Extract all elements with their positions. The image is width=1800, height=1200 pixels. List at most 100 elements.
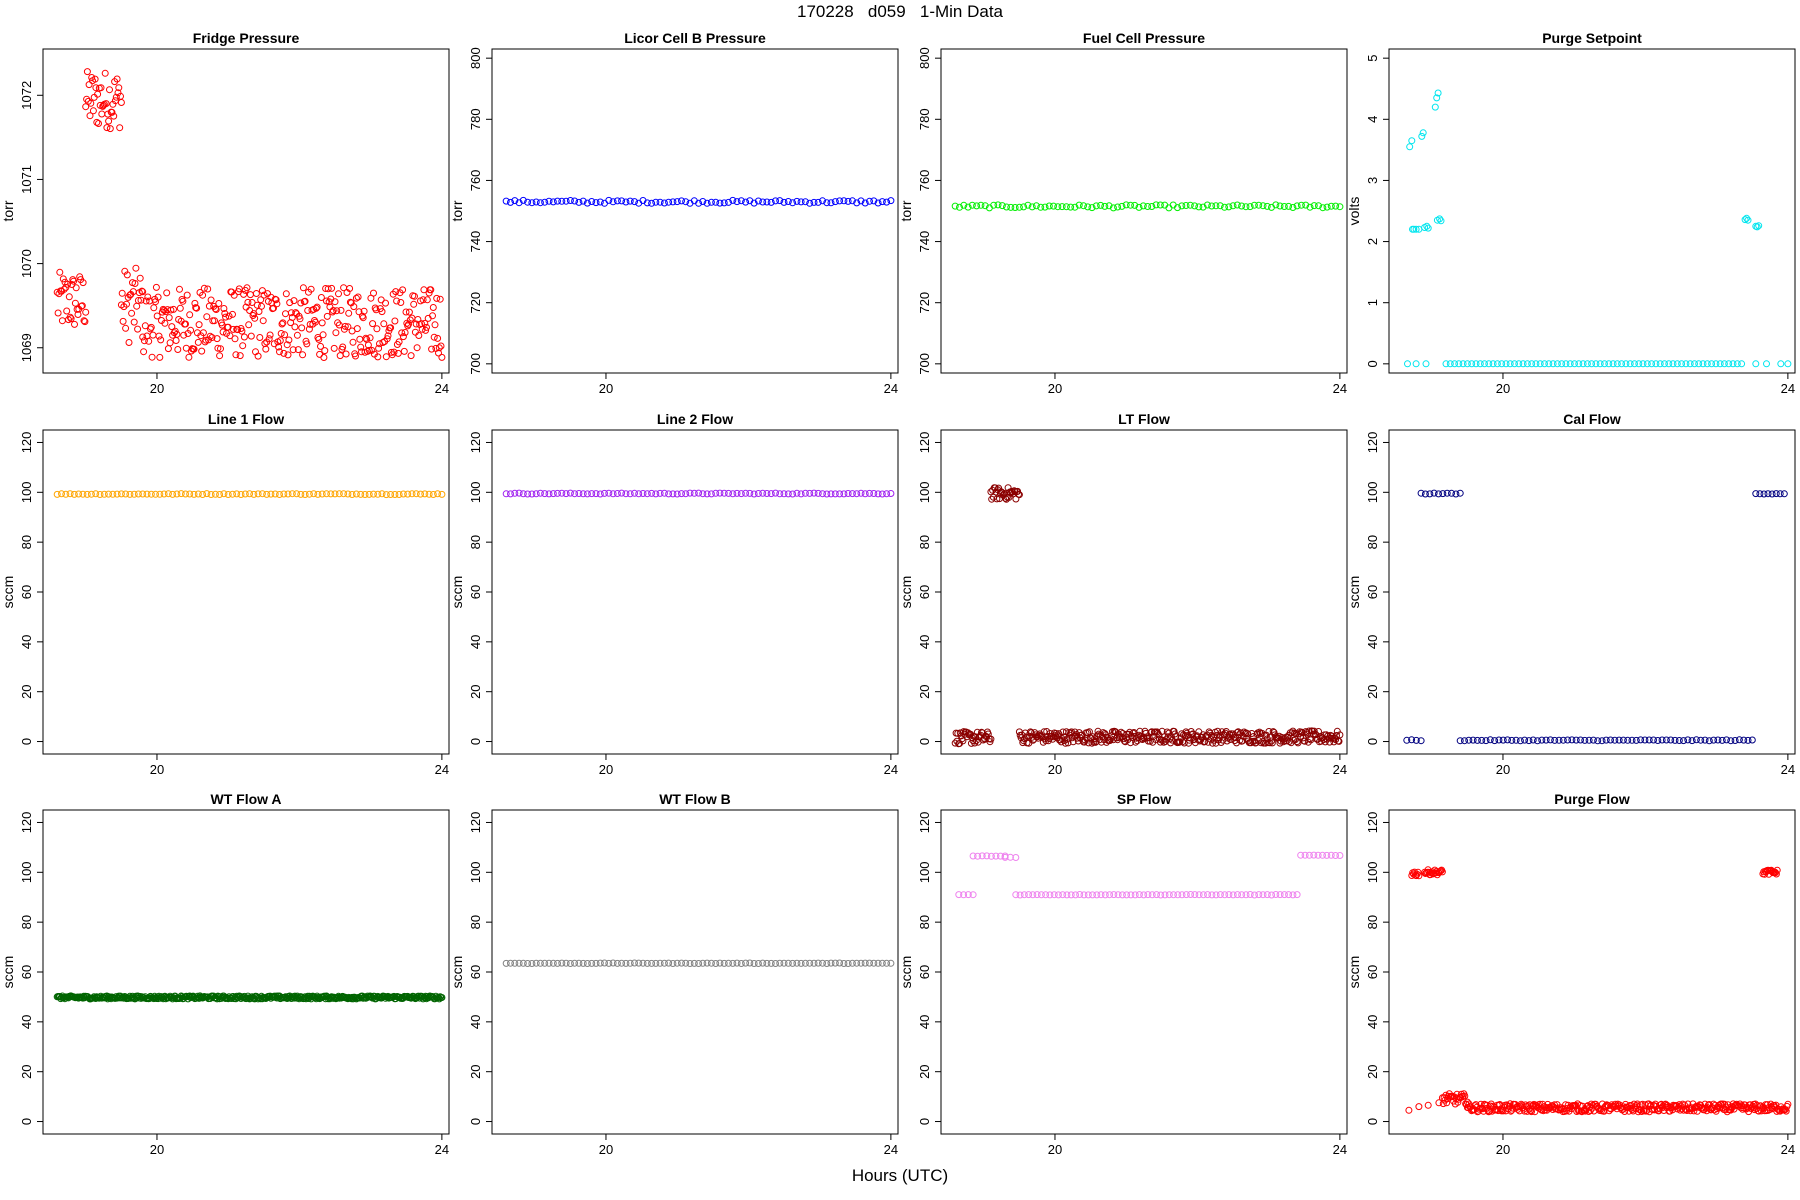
data-point: [605, 196, 613, 204]
panel-7: LT Flow sccm 20 24 0 20 40 60 80 100 120: [898, 411, 1348, 777]
data-point: [1741, 216, 1749, 224]
data-point: [626, 959, 634, 967]
y-tick-label: 700: [917, 353, 932, 375]
data-point: [1529, 736, 1537, 744]
plot-frame: [1388, 48, 1796, 374]
data-points: [1405, 866, 1792, 1116]
data-point: [241, 490, 249, 498]
y-axis-label: torr: [898, 200, 914, 221]
data-point: [1519, 360, 1527, 368]
y-tick-label: 1069: [19, 333, 34, 362]
data-point: [566, 197, 574, 204]
data-point: [1435, 1099, 1443, 1107]
data-point: [246, 490, 254, 498]
data-point: [134, 325, 142, 333]
data-point: [177, 490, 185, 498]
data-point: [118, 289, 126, 297]
data-point: [1588, 360, 1596, 368]
data-point: [1182, 891, 1190, 899]
data-point: [405, 320, 412, 328]
data-point: [695, 199, 703, 207]
data-point: [1619, 736, 1627, 744]
data-point: [959, 737, 967, 745]
data-point: [844, 490, 852, 497]
data-point: [1255, 891, 1263, 899]
data-point: [74, 311, 82, 318]
data-point: [1029, 891, 1037, 899]
data-point: [1424, 224, 1432, 232]
data-point: [168, 323, 176, 331]
data-point: [419, 296, 427, 304]
data-point: [301, 491, 309, 498]
data-point: [1136, 727, 1144, 735]
data-point: [1782, 1107, 1790, 1115]
data-point: [772, 489, 779, 497]
data-point: [699, 198, 707, 205]
data-point: [660, 959, 668, 967]
data-point: [375, 344, 383, 352]
data-point: [267, 490, 275, 498]
data-point: [212, 306, 220, 313]
data-point: [203, 313, 211, 321]
data-point: [1020, 891, 1028, 899]
data-point: [244, 298, 252, 306]
data-point: [339, 343, 347, 351]
data-point: [280, 490, 288, 498]
data-point: [357, 490, 365, 498]
data-point: [254, 352, 262, 360]
y-tick-label: 5: [1365, 55, 1380, 62]
data-point: [75, 490, 83, 498]
data-point: [1542, 736, 1550, 744]
data-point: [391, 317, 399, 325]
data-point: [1212, 891, 1220, 899]
data-point: [870, 959, 878, 967]
data-point: [1493, 360, 1501, 368]
data-point: [337, 306, 345, 314]
data-point: [1314, 851, 1322, 859]
data-point: [669, 960, 677, 967]
data-point: [1684, 1100, 1692, 1108]
data-point: [143, 490, 151, 498]
data-point: [87, 99, 95, 107]
data-point: [207, 296, 215, 304]
data-point: [737, 490, 745, 498]
data-point: [1097, 201, 1105, 209]
data-point: [622, 490, 630, 498]
data-point: [1645, 736, 1653, 744]
panel-title: WT Flow A: [210, 791, 281, 807]
y-tick-label: 100: [468, 861, 483, 883]
data-point: [1011, 204, 1019, 211]
data-point: [134, 297, 142, 304]
data-point: [1174, 204, 1181, 212]
data-point: [1729, 360, 1737, 368]
data-point: [1463, 360, 1471, 368]
data-point: [1285, 202, 1293, 210]
data-point: [1760, 490, 1768, 498]
data-point: [240, 333, 248, 341]
data-point: [1705, 737, 1713, 745]
data-point: [716, 199, 724, 207]
data-point: [1216, 891, 1224, 899]
data-point: [878, 490, 886, 498]
data-point: [294, 346, 302, 354]
data-point: [1408, 137, 1416, 145]
data-point: [981, 202, 989, 210]
data-point: [810, 198, 818, 206]
data-point: [437, 342, 445, 350]
y-tick-label: 0: [1365, 1118, 1380, 1125]
data-point: [562, 959, 570, 967]
data-point: [789, 490, 797, 498]
data-point: [117, 490, 125, 498]
data-point: [79, 490, 87, 498]
data-point: [759, 489, 767, 497]
data-point: [874, 490, 882, 498]
data-point: [290, 297, 298, 305]
data-point: [977, 201, 985, 209]
data-point: [737, 197, 745, 205]
data-point: [528, 199, 536, 207]
y-tick-label: 0: [468, 738, 483, 745]
y-tick-label: 100: [917, 481, 932, 503]
data-point: [1084, 203, 1092, 211]
panel-title: Line 1 Flow: [208, 411, 284, 427]
data-point: [97, 84, 105, 92]
